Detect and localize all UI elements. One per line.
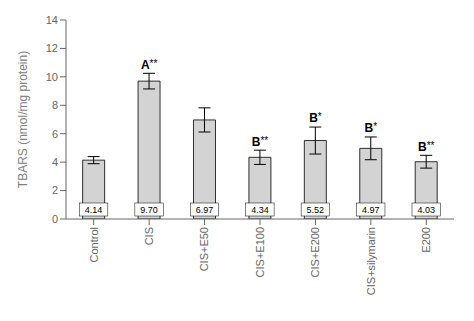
svg-text:2: 2 — [52, 184, 58, 196]
svg-text:5.52: 5.52 — [307, 205, 325, 215]
svg-text:14: 14 — [46, 14, 58, 26]
svg-text:8: 8 — [52, 99, 58, 111]
svg-text:CIS+E100: CIS+E100 — [254, 227, 266, 277]
svg-text:10: 10 — [46, 71, 58, 83]
svg-text:B**: B** — [418, 140, 435, 154]
svg-text:CIS+E50: CIS+E50 — [198, 227, 210, 271]
svg-text:CIS: CIS — [143, 227, 155, 245]
svg-text:4.14: 4.14 — [85, 205, 103, 215]
svg-text:TBARS (nmol/mg protein): TBARS (nmol/mg protein) — [16, 51, 30, 188]
svg-text:6.97: 6.97 — [196, 205, 214, 215]
svg-text:4.34: 4.34 — [251, 205, 269, 215]
svg-text:CIS+silymarin: CIS+silymarin — [365, 227, 377, 295]
svg-text:0: 0 — [52, 213, 58, 225]
svg-text:E200: E200 — [420, 227, 432, 253]
svg-text:4.97: 4.97 — [362, 205, 380, 215]
svg-text:4: 4 — [52, 156, 58, 168]
svg-text:B*: B* — [365, 121, 378, 135]
svg-text:9.70: 9.70 — [140, 205, 158, 215]
svg-text:12: 12 — [46, 42, 58, 54]
svg-text:B*: B* — [309, 111, 322, 125]
svg-text:CIS+E200: CIS+E200 — [309, 227, 321, 277]
svg-text:6: 6 — [52, 128, 58, 140]
svg-text:Control: Control — [88, 227, 100, 262]
svg-text:B**: B** — [252, 135, 269, 149]
svg-text:A**: A** — [141, 58, 158, 72]
svg-text:4.03: 4.03 — [417, 205, 435, 215]
